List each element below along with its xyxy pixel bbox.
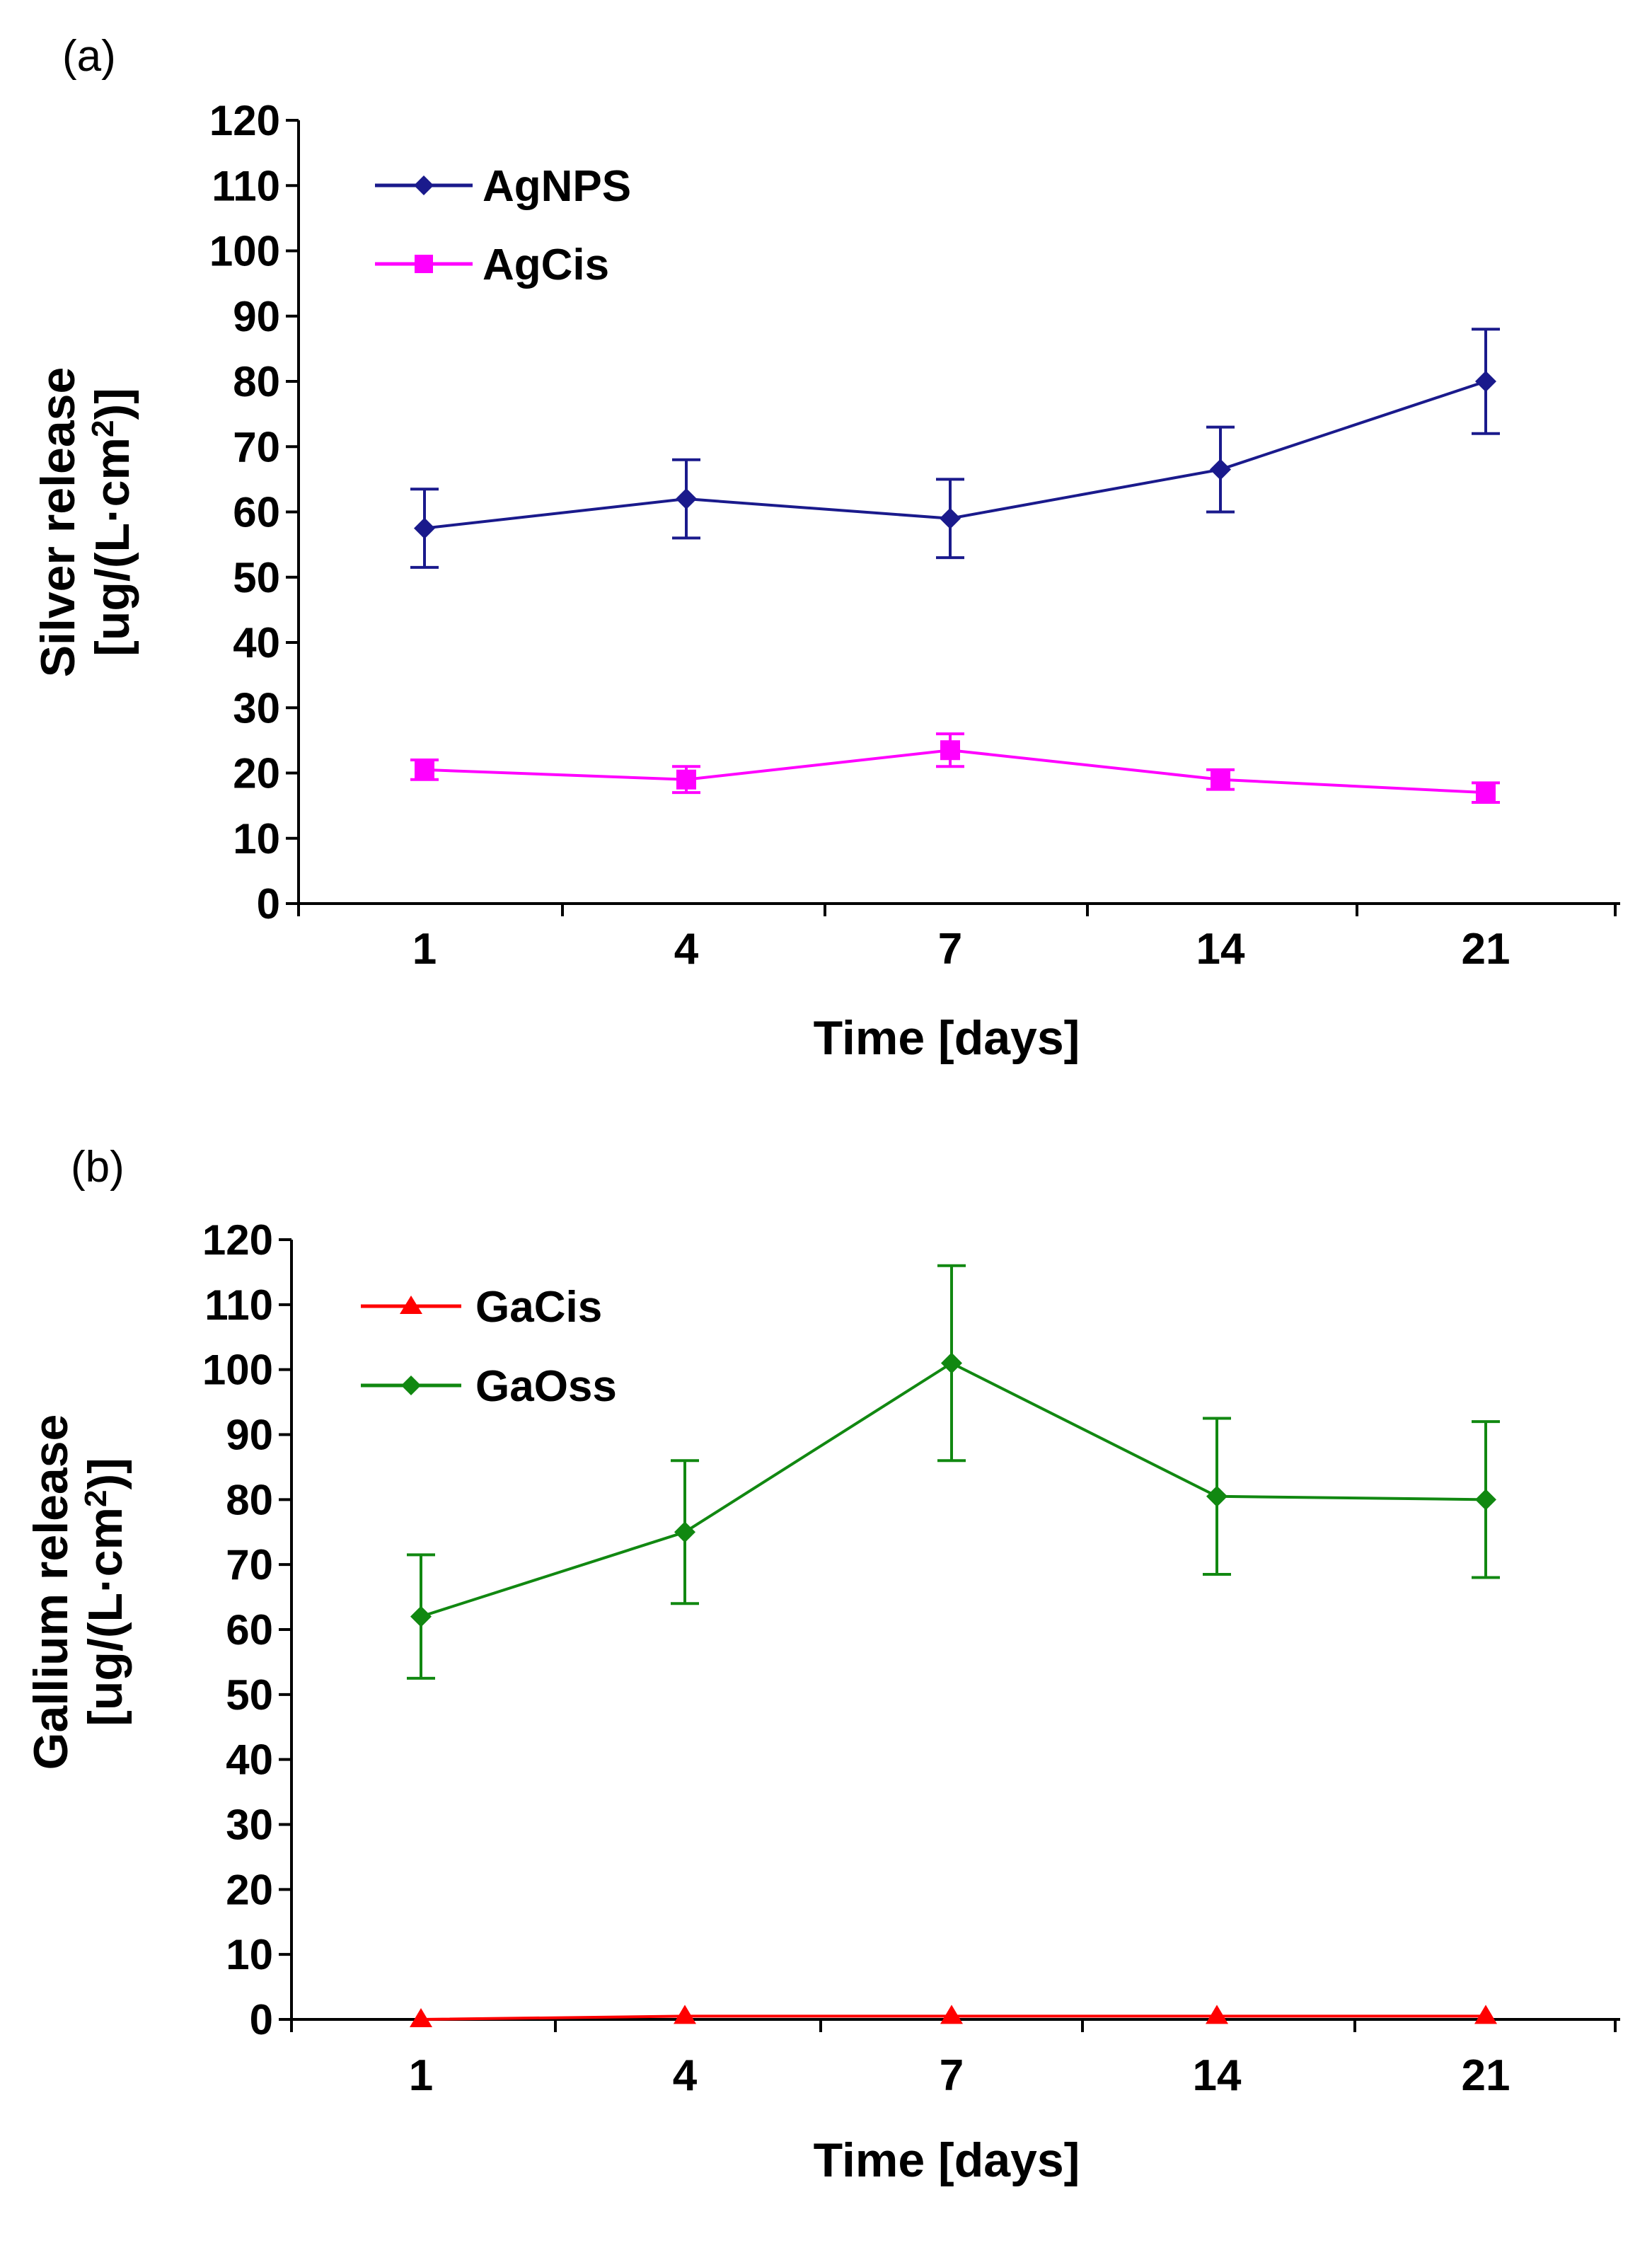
data-point xyxy=(1211,769,1230,790)
y-tick-label: 110 xyxy=(212,162,280,209)
y-tick-label: 60 xyxy=(233,489,280,536)
y-tick-label: 10 xyxy=(226,1931,273,1978)
legend-label-agnps: AgNPS xyxy=(483,162,631,211)
x-tick-label: 4 xyxy=(674,925,699,974)
data-point xyxy=(676,488,697,510)
series-agcis xyxy=(410,732,1500,805)
x-tick-label: 1 xyxy=(412,925,437,974)
legend: GaCis GaOss xyxy=(361,1283,617,1411)
y-tick-label: 100 xyxy=(202,1347,273,1394)
y-axis-unit-superscript: 2 xyxy=(79,1490,113,1507)
series-gacis xyxy=(410,2005,1497,2027)
x-axis-title: Time [days] xyxy=(814,1011,1080,1065)
series-layer xyxy=(407,1264,1500,2027)
legend-marker-agcis xyxy=(415,255,433,273)
series-layer xyxy=(410,328,1500,805)
legend-label-agcis: AgCis xyxy=(483,241,609,289)
data-point xyxy=(941,1352,962,1374)
y-tick-label: 50 xyxy=(226,1671,273,1719)
y-tick-label: 90 xyxy=(233,293,280,340)
data-point xyxy=(940,507,961,529)
y-axis-title-line2: [ug/(L·cm2)] xyxy=(79,1458,132,1726)
data-point xyxy=(415,759,434,780)
y-tick-label: 40 xyxy=(233,619,280,667)
data-point xyxy=(1206,1485,1228,1507)
y-axis-title-line2: [ug/(L·cm2)] xyxy=(86,388,139,657)
y-tick-label: 70 xyxy=(226,1541,273,1588)
data-point xyxy=(414,517,435,539)
x-tick-label: 4 xyxy=(673,2051,698,2100)
x-tick-label: 14 xyxy=(1193,2051,1242,2100)
data-point xyxy=(674,1521,695,1543)
y-tick-label: 120 xyxy=(209,97,280,144)
legend-label-gaoss: GaOss xyxy=(475,1362,617,1411)
x-axis-ticks: 1 4 7 14 21 xyxy=(297,904,1617,974)
y-tick-label: 60 xyxy=(226,1606,273,1654)
data-point xyxy=(410,1605,432,1627)
data-point xyxy=(410,2008,432,2027)
y-axis-unit: [ug/(L·cm xyxy=(79,1507,132,1726)
panel-label: (b) xyxy=(71,1143,125,1192)
data-point xyxy=(1206,2005,1228,2024)
panel-label: (a) xyxy=(62,32,116,81)
data-point xyxy=(1474,2005,1497,2024)
x-tick-label: 21 xyxy=(1462,2051,1511,2100)
x-tick-label: 21 xyxy=(1462,925,1511,974)
y-tick-label: 0 xyxy=(257,880,280,928)
data-point xyxy=(1475,1489,1496,1511)
data-point xyxy=(1210,459,1231,480)
y-axis-unit-superscript: 2 xyxy=(86,420,120,437)
x-axis-ticks: 1 4 7 14 21 xyxy=(290,2019,1617,2100)
y-axis-unit: [ug/(L·cm xyxy=(86,437,139,657)
y-axis-title-line1: Silver release xyxy=(31,367,85,678)
x-tick-label: 7 xyxy=(938,925,962,974)
series-gaoss xyxy=(407,1264,1500,1680)
x-axis-title: Time [days] xyxy=(814,2133,1080,2187)
y-tick-label: 0 xyxy=(250,1996,273,2043)
y-tick-label: 110 xyxy=(204,1281,273,1329)
data-point xyxy=(674,2005,696,2024)
y-tick-label: 40 xyxy=(226,1736,273,1784)
y-axis-unit-close: )] xyxy=(79,1458,132,1489)
x-tick-label: 14 xyxy=(1196,925,1245,974)
legend-marker-agnps xyxy=(414,175,434,195)
y-tick-label: 20 xyxy=(233,750,280,797)
legend-label-gacis: GaCis xyxy=(475,1283,602,1332)
y-tick-label: 100 xyxy=(209,228,280,275)
y-tick-label: 10 xyxy=(233,815,280,863)
data-point xyxy=(1476,783,1496,803)
y-axis-ticks: 0 10 20 30 40 50 60 70 80 90 100 110 120 xyxy=(209,97,299,928)
x-tick-label: 1 xyxy=(409,2051,433,2100)
y-axis-ticks: 0 10 20 30 40 50 60 70 80 90 100 110 120 xyxy=(202,1216,291,2043)
x-tick-label: 7 xyxy=(940,2051,964,2100)
y-tick-label: 90 xyxy=(226,1412,273,1459)
data-point xyxy=(940,2005,963,2024)
y-tick-label: 50 xyxy=(233,554,280,601)
data-point xyxy=(676,769,696,790)
y-tick-label: 30 xyxy=(226,1801,273,1849)
legend-marker-gacis xyxy=(400,1296,422,1314)
y-tick-label: 20 xyxy=(226,1866,273,1913)
y-tick-label: 80 xyxy=(233,358,280,405)
legend: AgNPS AgCis xyxy=(375,162,631,289)
y-tick-label: 120 xyxy=(202,1216,273,1264)
y-axis-title-line1: Gallium release xyxy=(24,1414,78,1770)
y-tick-label: 80 xyxy=(226,1476,273,1523)
y-axis-unit-close: )] xyxy=(86,388,139,420)
data-point xyxy=(1475,371,1496,392)
y-tick-label: 70 xyxy=(233,423,280,471)
legend-marker-gaoss xyxy=(401,1376,421,1395)
data-point xyxy=(940,740,960,761)
y-tick-label: 30 xyxy=(233,684,280,732)
series-agnps xyxy=(410,328,1500,569)
